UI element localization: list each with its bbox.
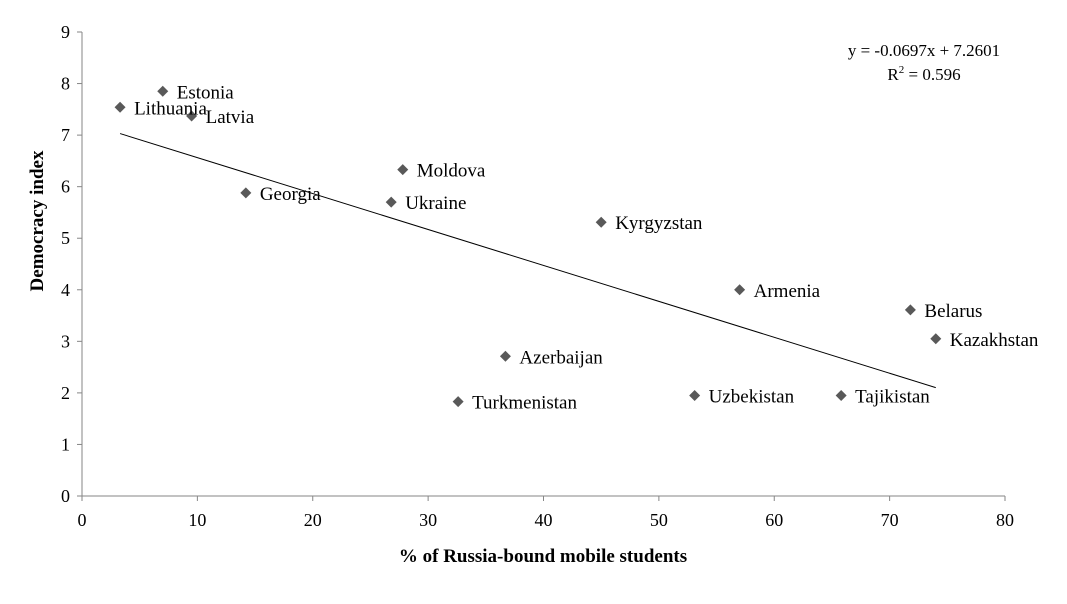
y-tick-label: 2 bbox=[61, 383, 70, 403]
trendline-equation: y = -0.0697x + 7.2601 bbox=[848, 41, 1000, 60]
y-tick-label: 3 bbox=[61, 331, 70, 351]
data-point-turkmenistan bbox=[452, 396, 464, 408]
y-tick-label: 7 bbox=[61, 125, 70, 145]
data-point-estonia bbox=[157, 85, 169, 97]
data-points bbox=[114, 85, 942, 408]
x-tick-label: 70 bbox=[881, 510, 899, 530]
data-point-kyrgyzstan bbox=[595, 216, 607, 228]
point-label-kazakhstan: Kazakhstan bbox=[950, 330, 1039, 351]
point-label-uzbekistan: Uzbekistan bbox=[709, 386, 795, 407]
data-point-latvia bbox=[186, 110, 198, 122]
point-label-belarus: Belarus bbox=[924, 301, 982, 322]
y-axis-title: Democracy index bbox=[27, 150, 48, 291]
y-tick-label: 9 bbox=[61, 22, 70, 42]
point-label-lithuania: Lithuania bbox=[134, 98, 207, 119]
data-point-azerbaijan bbox=[499, 350, 511, 362]
point-label-azerbaijan: Azerbaijan bbox=[519, 347, 603, 368]
x-tick-label: 0 bbox=[78, 510, 87, 530]
r2-symbol: R bbox=[887, 65, 899, 84]
x-tick-label: 10 bbox=[188, 510, 206, 530]
point-label-ukraine: Ukraine bbox=[405, 193, 466, 214]
trendline-r2: R2 = 0.596 bbox=[887, 64, 960, 84]
trendline bbox=[119, 133, 936, 389]
axes: 0 1 2 3 4 5 6 7 8 9 0 10 20 30 40 50 60 70 80 bbox=[61, 22, 1014, 530]
point-label-moldova: Moldova bbox=[417, 161, 486, 182]
data-point-tajikistan bbox=[835, 389, 847, 401]
x-tick-label: 60 bbox=[765, 510, 783, 530]
point-label-turkmenistan: Turkmenistan bbox=[472, 393, 577, 414]
data-point-kazakhstan bbox=[930, 333, 942, 345]
x-tick-label: 40 bbox=[535, 510, 553, 530]
trendline-group bbox=[119, 133, 936, 389]
data-point-georgia bbox=[240, 187, 252, 199]
y-tick-label: 1 bbox=[61, 434, 70, 454]
data-point-armenia bbox=[734, 284, 746, 296]
y-tick-label: 5 bbox=[61, 228, 70, 248]
point-label-kyrgyzstan: Kyrgyzstan bbox=[615, 213, 703, 234]
point-label-armenia: Armenia bbox=[754, 281, 821, 302]
data-point-uzbekistan bbox=[689, 389, 701, 401]
point-label-tajikistan: Tajikistan bbox=[855, 386, 930, 407]
data-point-lithuania bbox=[114, 101, 126, 113]
y-tick-label: 6 bbox=[61, 177, 70, 197]
r2-superscript: 2 bbox=[899, 64, 905, 76]
y-tick-label: 4 bbox=[61, 280, 70, 300]
x-tick-label: 20 bbox=[304, 510, 322, 530]
x-tick-label: 30 bbox=[419, 510, 437, 530]
x-tick-label: 80 bbox=[996, 510, 1014, 530]
point-label-estonia: Estonia bbox=[177, 82, 235, 103]
data-point-moldova bbox=[397, 164, 409, 176]
x-tick-label: 50 bbox=[650, 510, 668, 530]
y-tick-label: 8 bbox=[61, 74, 70, 94]
point-label-georgia: Georgia bbox=[260, 184, 321, 205]
data-point-belarus bbox=[904, 304, 916, 316]
y-tick-label: 0 bbox=[61, 486, 70, 506]
point-label-latvia: Latvia bbox=[206, 107, 255, 128]
r2-value: = 0.596 bbox=[904, 65, 960, 84]
x-axis-title: % of Russia-bound mobile students bbox=[399, 546, 687, 567]
data-point-ukraine bbox=[385, 196, 397, 208]
